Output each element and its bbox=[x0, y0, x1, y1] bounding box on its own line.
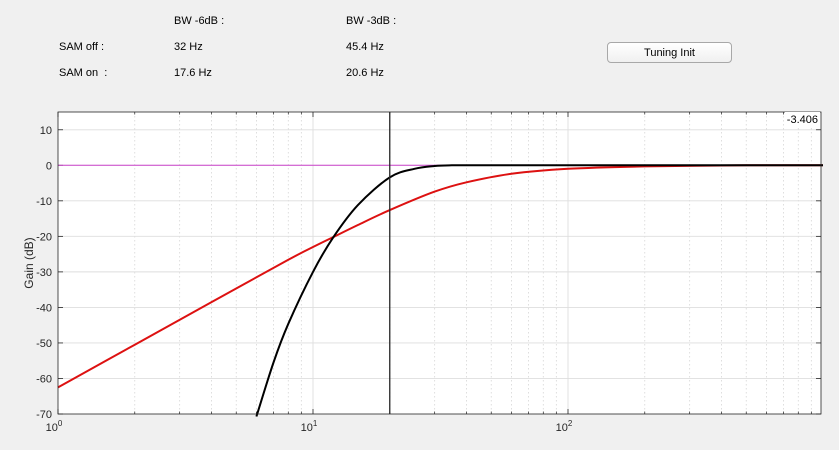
tuning-init-button[interactable]: Tuning Init bbox=[607, 42, 732, 63]
cursor-readout-box bbox=[785, 112, 820, 126]
bw-3db-header: BW -3dB : bbox=[346, 15, 397, 27]
x-tick-label-exponent: 1 bbox=[313, 419, 318, 428]
y-tick-label: -60 bbox=[36, 373, 52, 385]
sam-off-bw-6db: 32 Hz bbox=[174, 41, 203, 53]
sam-on-label: SAM on : bbox=[59, 67, 108, 79]
sam-on-bw-3db: 20.6 Hz bbox=[346, 67, 384, 79]
plot-area bbox=[58, 112, 821, 414]
plot-frame bbox=[57, 111, 822, 415]
y-tick-label: -40 bbox=[36, 302, 52, 314]
cursor-readout-value: -3.406 bbox=[787, 114, 818, 126]
x-tick-label: 102 bbox=[556, 419, 573, 434]
y-axis-label: Gain (dB) bbox=[22, 237, 36, 288]
series-line-2 bbox=[255, 164, 823, 417]
y-tick-label: 10 bbox=[40, 125, 52, 137]
sam-off-bw-3db: 45.4 Hz bbox=[346, 41, 384, 53]
sam-off-label: SAM off : bbox=[59, 41, 105, 53]
x-tick-label-exponent: 0 bbox=[58, 419, 63, 428]
x-tick-label: 101 bbox=[301, 419, 318, 434]
y-tick-label: -20 bbox=[36, 231, 52, 243]
sam-on-bw-6db: 17.6 Hz bbox=[174, 67, 212, 79]
bw-6db-header: BW -6dB : bbox=[174, 15, 225, 27]
cursor-layer: -3.406 bbox=[389, 112, 820, 414]
y-tick-label: 0 bbox=[46, 160, 52, 172]
y-tick-label: -10 bbox=[36, 196, 52, 208]
x-tick-label: 100 bbox=[46, 419, 63, 434]
y-tick-label: -30 bbox=[36, 267, 52, 279]
y-tick-label: -70 bbox=[36, 409, 52, 421]
cursor-readout: -3.406 bbox=[785, 112, 820, 126]
y-tick-label: -50 bbox=[36, 338, 52, 350]
x-tick-label-exponent: 2 bbox=[568, 419, 573, 428]
